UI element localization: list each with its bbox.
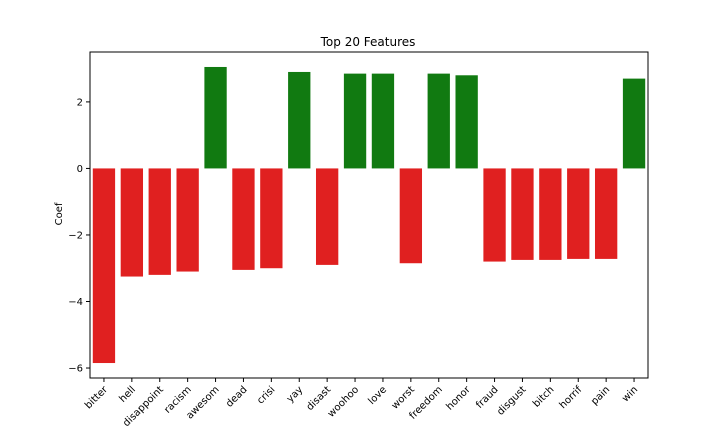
y-tick-label: −6 (68, 364, 83, 375)
bar-worst (399, 168, 423, 264)
plot-frame (89, 51, 649, 379)
y-tick-label: 0 (77, 164, 83, 175)
bar-crisi (260, 168, 283, 269)
bar-honor (455, 75, 478, 169)
x-tick-label: yay (285, 384, 306, 405)
x-tick-label: crisi (255, 384, 277, 406)
bar-awesom (204, 66, 227, 169)
bar-dead (232, 168, 255, 270)
chart-title: Top 20 Features (320, 35, 416, 49)
x-tick-label: dead (224, 384, 249, 409)
bar-freedom (427, 73, 450, 169)
bar-bitter (92, 168, 116, 364)
x-tick-label: horrif (558, 384, 585, 411)
bar-pain (594, 168, 618, 259)
x-tick-label: honor (444, 384, 473, 413)
x-tick-label: love (366, 384, 389, 407)
bar-horrif (567, 168, 590, 259)
y-axis: −6 −4 −2 0 2 (68, 97, 90, 375)
bar-hell (120, 168, 144, 277)
bar-yay (288, 71, 311, 169)
bar-racism (176, 168, 199, 272)
bar-bitch (539, 168, 562, 260)
x-tick-label: bitch (531, 384, 556, 409)
bar-woohoo (343, 73, 367, 169)
bar-disast (315, 168, 339, 265)
bar-disappoint (148, 168, 171, 275)
x-tick-label: woohoo (326, 384, 361, 419)
x-tick-label: pain (589, 384, 612, 407)
bar-fraud (483, 168, 506, 262)
plot-area (92, 66, 646, 364)
y-axis-label: Coef (54, 202, 65, 225)
x-tick-label: fraud (474, 384, 500, 410)
x-tick-label: hell (117, 384, 138, 405)
x-tick-label: bitter (83, 384, 111, 412)
bar-win (622, 78, 646, 169)
x-tick-label: win (620, 384, 640, 404)
bar-love (371, 73, 395, 169)
y-tick-label: −2 (68, 230, 83, 241)
y-tick-label: −4 (68, 297, 83, 308)
y-tick-label: 2 (77, 97, 83, 108)
x-tick-label: disgust (495, 384, 528, 417)
bar-disgust (511, 168, 534, 260)
